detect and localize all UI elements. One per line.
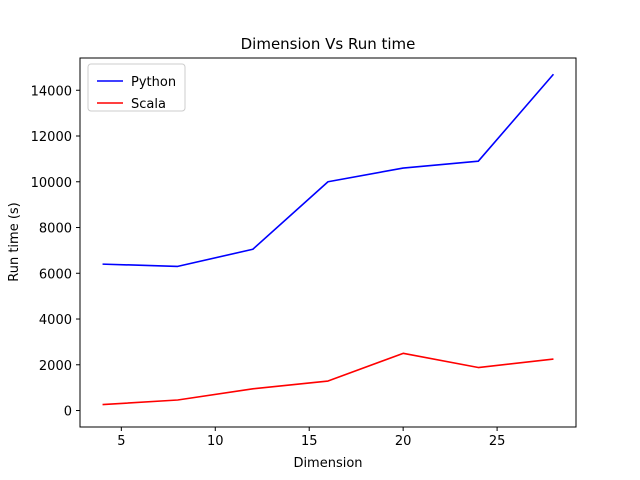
x-tick-label: 25 <box>489 434 506 449</box>
y-tick-label: 0 <box>64 405 72 420</box>
series-lines <box>102 73 555 406</box>
chart-title: Dimension Vs Run time <box>241 35 416 53</box>
series-line-scala <box>102 352 554 406</box>
legend: Python Scala <box>87 63 186 112</box>
y-tick-label: 10000 <box>31 176 72 191</box>
legend-label: Scala <box>131 97 166 112</box>
x-axis-label: Dimension <box>293 456 362 471</box>
y-tick-label: 12000 <box>31 130 72 145</box>
y-tick-label: 6000 <box>39 267 72 282</box>
y-tick-label: 8000 <box>39 222 72 237</box>
x-tick-label: 5 <box>117 434 125 449</box>
y-axis-label: Run time (s) <box>7 202 22 281</box>
legend-label: Python <box>131 75 176 90</box>
y-axis: 0 2000 4000 6000 8000 10000 12000 14000 <box>31 84 80 420</box>
y-tick-label: 2000 <box>39 359 72 374</box>
x-tick-label: 10 <box>207 434 224 449</box>
y-tick-label: 14000 <box>31 84 72 99</box>
legend-box <box>87 63 186 112</box>
x-axis: 5 10 15 20 25 <box>117 427 505 449</box>
x-tick-label: 20 <box>395 434 412 449</box>
plot-frame <box>79 57 577 428</box>
series-line-python <box>102 73 555 268</box>
x-tick-label: 15 <box>301 434 318 449</box>
y-tick-label: 4000 <box>39 313 72 328</box>
